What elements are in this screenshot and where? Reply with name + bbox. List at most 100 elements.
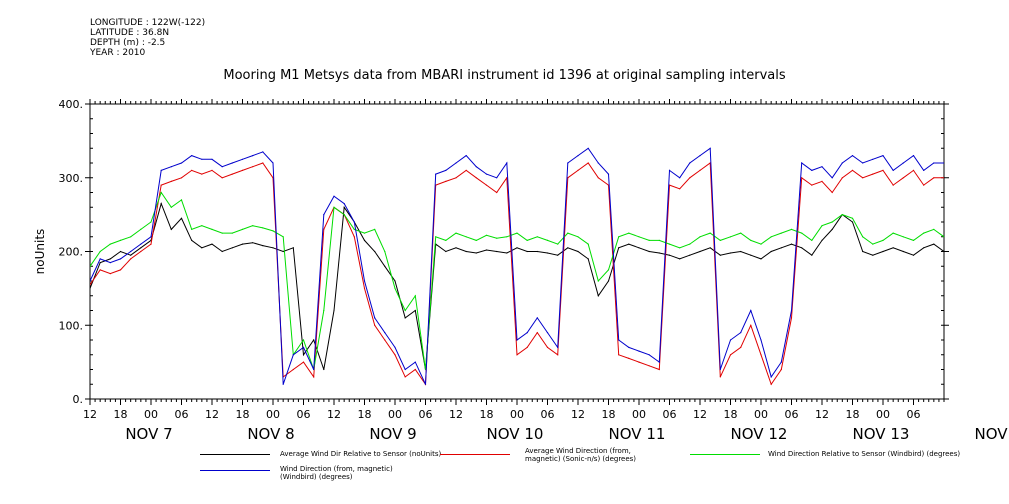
data-point-series-3 xyxy=(262,227,264,229)
y-tick-label: 400. xyxy=(59,98,84,111)
data-point-series-1 xyxy=(109,258,111,260)
data-point-series-4 xyxy=(323,214,325,216)
data-point-series-4 xyxy=(343,203,345,205)
data-point-series-4 xyxy=(882,155,884,157)
data-point-series-3 xyxy=(587,243,589,245)
x-tick-label: 18 xyxy=(114,408,128,421)
x-tick-label: 12 xyxy=(571,408,585,421)
data-point-series-3 xyxy=(546,239,549,241)
x-tick-label: 06 xyxy=(297,408,311,421)
legend-text-green: Wind Direction Relative to Sensor (Windb… xyxy=(768,450,961,458)
data-point-series-4 xyxy=(536,317,538,319)
data-point-series-2 xyxy=(99,269,101,271)
data-point-series-3 xyxy=(465,236,467,238)
x-tick-label: 00 xyxy=(388,408,402,421)
data-point-series-1 xyxy=(333,309,335,312)
data-point-series-1 xyxy=(130,254,132,256)
data-point-series-3 xyxy=(435,236,437,238)
data-point-series-3 xyxy=(618,236,620,238)
x-day-label: NOV 12 xyxy=(731,425,788,443)
legend-swatch-black xyxy=(200,454,270,455)
data-point-series-4 xyxy=(262,151,264,153)
data-point-series-2 xyxy=(546,346,549,348)
data-point-series-3 xyxy=(170,206,172,208)
data-point-series-4 xyxy=(892,169,894,171)
data-point-series-1 xyxy=(546,252,549,254)
data-point-series-4 xyxy=(424,383,427,385)
x-tick-label: 12 xyxy=(449,408,463,421)
data-point-series-4 xyxy=(109,262,111,264)
data-point-series-4 xyxy=(750,309,752,312)
data-point-series-1 xyxy=(526,250,528,253)
data-point-series-3 xyxy=(374,228,376,230)
data-point-series-4 xyxy=(567,162,569,164)
data-point-series-3 xyxy=(323,309,325,312)
data-point-series-1 xyxy=(536,250,538,253)
data-point-series-1 xyxy=(577,250,579,253)
data-point-series-4 xyxy=(851,155,854,157)
data-point-series-4 xyxy=(679,177,681,179)
data-point-series-3 xyxy=(760,243,762,245)
y-axis-label: noUnits xyxy=(33,229,47,275)
data-point-series-2 xyxy=(140,250,142,253)
data-point-series-2 xyxy=(902,177,904,179)
data-point-series-2 xyxy=(811,184,813,186)
data-point-series-2 xyxy=(150,243,152,245)
data-point-series-1 xyxy=(404,317,406,319)
data-point-series-1 xyxy=(262,245,264,247)
data-point-series-2 xyxy=(485,184,488,186)
x-tick-label: 00 xyxy=(144,408,158,421)
data-point-series-2 xyxy=(465,169,467,171)
data-point-series-2 xyxy=(536,332,538,334)
x-day-label: NOV 7 xyxy=(125,425,172,443)
x-day-label: NOV 8 xyxy=(247,425,294,443)
data-point-series-1 xyxy=(363,239,366,241)
data-point-series-3 xyxy=(394,287,396,289)
x-day-label: NOV 14 xyxy=(975,425,1009,443)
data-point-series-1 xyxy=(140,247,142,249)
data-point-series-2 xyxy=(221,177,223,179)
data-point-series-3 xyxy=(831,221,833,223)
data-point-series-2 xyxy=(374,324,376,326)
data-point-series-4 xyxy=(363,280,366,282)
data-point-series-2 xyxy=(201,173,203,175)
year-label: YEAR : 2010 xyxy=(90,48,146,58)
data-point-series-1 xyxy=(374,250,376,253)
data-point-series-4 xyxy=(170,166,172,168)
data-point-series-1 xyxy=(780,247,782,249)
data-point-series-3 xyxy=(445,239,447,241)
data-point-series-4 xyxy=(130,250,132,253)
data-point-series-3 xyxy=(892,232,894,234)
data-point-series-1 xyxy=(607,280,610,282)
data-point-series-3 xyxy=(801,232,803,234)
data-point-series-4 xyxy=(292,354,294,356)
x-tick-label: 06 xyxy=(785,408,799,421)
data-point-series-4 xyxy=(404,368,406,371)
data-point-series-2 xyxy=(923,184,925,186)
data-point-series-3 xyxy=(496,237,498,239)
data-point-series-1 xyxy=(668,254,671,256)
data-point-series-2 xyxy=(699,169,701,171)
data-point-series-2 xyxy=(729,354,732,356)
data-point-series-4 xyxy=(577,155,579,157)
x-tick-label: 06 xyxy=(175,408,189,421)
data-point-series-1 xyxy=(567,247,569,249)
data-point-series-3 xyxy=(109,243,111,245)
data-point-series-2 xyxy=(170,180,172,182)
data-point-series-2 xyxy=(302,361,305,363)
data-point-series-1 xyxy=(760,258,762,260)
data-point-series-4 xyxy=(668,169,671,171)
data-point-series-2 xyxy=(445,180,447,182)
data-point-series-2 xyxy=(404,376,406,378)
data-point-series-3 xyxy=(577,236,579,238)
data-point-series-4 xyxy=(689,162,691,164)
data-point-series-4 xyxy=(353,221,355,223)
y-tick-label: 300. xyxy=(59,172,84,185)
data-point-series-4 xyxy=(648,354,650,356)
data-point-series-1 xyxy=(811,254,813,256)
data-point-series-3 xyxy=(729,236,732,238)
legend-text-black: Average Wind Dir Relative to Sensor (noU… xyxy=(280,450,442,458)
data-point-series-2 xyxy=(658,368,660,371)
data-point-series-3 xyxy=(811,239,813,241)
x-tick-label: 12 xyxy=(693,408,707,421)
